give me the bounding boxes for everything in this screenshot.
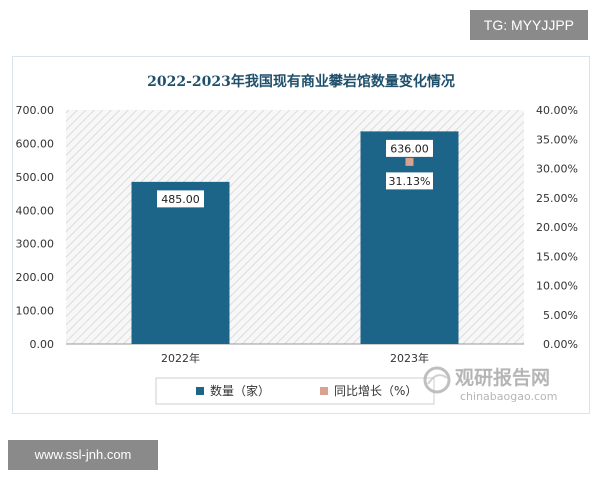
- y-axis-ticks: 0.00 100.00 200.00 300.00 400.00 500.00 600.00…: [16, 104, 55, 351]
- x-axis-ticks: 2022年 2023年: [161, 351, 429, 365]
- bar: [131, 181, 230, 344]
- x-tick-label: 2023年: [390, 351, 429, 365]
- growth-marker: [405, 157, 414, 166]
- y-tick-label: 100.00: [16, 305, 55, 318]
- legend: 数量（家） 同比增长（%）: [155, 377, 435, 405]
- y-tick-label: 0.00: [30, 338, 55, 351]
- y2-tick-label: 25.00%: [536, 192, 578, 205]
- y-tick-label: 200.00: [16, 271, 55, 284]
- y-tick-label: 400.00: [16, 204, 55, 217]
- y2-tick-label: 40.00%: [536, 104, 578, 117]
- y-tick-label: 600.00: [16, 137, 55, 150]
- y-tick-label: 700.00: [16, 104, 55, 117]
- bar-value-label-box: [156, 189, 205, 209]
- y2-axis-ticks: 0.00% 5.00% 10.00% 15.00% 20.00% 25.00% 30.00%…: [536, 104, 578, 351]
- y2-tick-label: 0.00%: [543, 338, 578, 351]
- bar-value-label: 636.00: [390, 142, 429, 155]
- bar: [360, 131, 459, 344]
- y2-tick-label: 10.00%: [536, 280, 578, 293]
- chart-title: 2022-2023年我国现有商业攀岩馆数量变化情况: [147, 74, 455, 90]
- bar-value-label: 485.00: [161, 193, 200, 206]
- legend-marker-label: 同比增长（%）: [334, 384, 417, 398]
- tg-tag: TG: MYYJJPP: [469, 10, 588, 40]
- growth-label-box: [385, 171, 434, 191]
- site-badge: www.ssl-jnh.com: [8, 440, 158, 470]
- watermark-name: 观研报告网: [455, 366, 550, 389]
- legend-bar-swatch: [196, 387, 204, 395]
- y-tick-label: 300.00: [16, 238, 55, 251]
- y2-tick-label: 35.00%: [536, 133, 578, 146]
- bar-value-label-box: [385, 138, 434, 158]
- growth-label: 31.13%: [389, 175, 431, 188]
- watermark: 观研报告网 chinabaogao.com: [423, 366, 558, 403]
- watermark-logo-icon: [423, 366, 451, 394]
- legend-bar-label: 数量（家）: [210, 383, 270, 398]
- watermark-url: chinabaogao.com: [460, 390, 558, 403]
- markers: 31.13%: [385, 157, 434, 191]
- y-tick-label: 500.00: [16, 171, 55, 184]
- legend-marker-swatch: [320, 387, 328, 395]
- x-tick-label: 2022年: [161, 351, 200, 365]
- y2-tick-label: 20.00%: [536, 221, 578, 234]
- bars: 485.00 636.00: [131, 131, 459, 344]
- y2-tick-label: 5.00%: [543, 309, 578, 322]
- y2-tick-label: 15.00%: [536, 250, 578, 263]
- y2-tick-label: 30.00%: [536, 163, 578, 176]
